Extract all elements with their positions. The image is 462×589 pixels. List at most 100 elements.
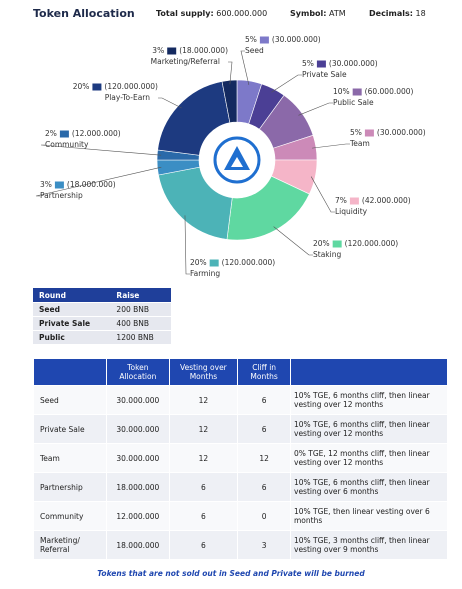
pie-label: 5% (30.000.000) Team (349, 128, 426, 148)
symbol-label: Symbol: (290, 9, 327, 18)
amount-label: (120.000.000) (222, 258, 276, 267)
row: Team 30.000.000 12 12 0% TGE, 12 months clif… (32, 443, 448, 473)
row: Seed 200 BNB (33, 302, 171, 317)
chart: 5% (30.000.000) Seed 5% (30.000.000) Private … (35, 35, 426, 278)
value-label: 7% (335, 196, 347, 205)
header-cell (32, 358, 108, 386)
header-cell: Token Allocation (106, 358, 170, 386)
amount-label: (42.000.000) (362, 196, 411, 205)
category-label: Team (349, 139, 370, 148)
cell: 6 (237, 414, 291, 444)
amount-label: (30.000.000) (377, 128, 426, 137)
value-label: 5% (302, 59, 314, 68)
header: Token Allocation Total supply: 600.000.0… (33, 7, 453, 23)
symbol-value: ATM (329, 9, 346, 18)
amount-label: (18.000.000) (179, 46, 228, 55)
category-label: Farming (190, 269, 220, 278)
value-label: 20% (73, 82, 90, 91)
cell: 6 (237, 472, 291, 502)
row: Partnership 18.000.000 6 6 10% TGE, 6 months… (32, 472, 448, 502)
leader-line (240, 50, 250, 86)
cell: 3 (237, 530, 291, 560)
leader-line (40, 144, 162, 156)
value-label: 5% (350, 128, 362, 137)
category-label: Private Sale (302, 70, 347, 79)
cell: 12 (237, 443, 291, 473)
pie-label: 20% (120.000.000) Staking (313, 239, 398, 259)
leader-line (312, 143, 350, 149)
pie-label: 3% (18.000.000) Partnership (40, 180, 116, 200)
cell: 6 (168, 530, 239, 560)
amount-label: (120.000.000) (104, 82, 158, 91)
legend-swatch (209, 259, 219, 267)
pie-label: 5% (30.000.000) Seed (245, 35, 321, 55)
value-label: 3% (152, 46, 164, 55)
cell: 18.000.000 (106, 530, 170, 560)
cell: 30.000.000 (106, 414, 170, 444)
supply-value: 600.000.000 (216, 9, 268, 18)
cell: 10% TGE, 3 months cliff, then linear ves… (290, 530, 448, 560)
amount-label: (30.000.000) (272, 35, 321, 44)
cell: 6 (168, 472, 239, 502)
legend-swatch (349, 197, 359, 205)
leader-line (273, 226, 313, 256)
header-cell: Raise (110, 288, 171, 303)
cell: 10% TGE, 6 months cliff, then linear ves… (290, 472, 448, 502)
symbol: Symbol: ATM (290, 9, 346, 18)
category-label: Staking (313, 250, 341, 259)
cell: Public (33, 330, 111, 344)
cell: Community (32, 501, 108, 531)
header-cell (290, 358, 448, 386)
leader-line (271, 74, 302, 93)
cell: Partnership (32, 472, 108, 502)
cell: 12 (168, 443, 239, 473)
row: Seed 30.000.000 12 6 10% TGE, 6 months cliff… (32, 385, 448, 415)
pie-label: 5% (30.000.000) Private Sale (302, 59, 378, 79)
row: Community 12.000.000 6 0 10% TGE, then linea… (32, 501, 448, 531)
cell: 10% TGE, 6 months cliff, then linear ves… (290, 385, 448, 415)
legend-swatch (259, 36, 269, 44)
legend-swatch (352, 88, 362, 96)
value-label: 5% (245, 35, 257, 44)
header-cell: Vesting over Months (168, 358, 239, 386)
cell: 10% TGE, then linear vesting over 6 mont… (290, 501, 448, 531)
header-cell: Cliff in Months (237, 358, 291, 386)
amount-label: (60.000.000) (365, 87, 414, 96)
cell: 12.000.000 (106, 501, 170, 531)
cell: 6 (168, 501, 239, 531)
cell: 400 BNB (110, 316, 171, 331)
cell: 0 (237, 501, 291, 531)
legend-swatch (167, 47, 177, 55)
value-label: 20% (313, 239, 330, 248)
amount-label: (30.000.000) (329, 59, 378, 68)
cell: 30.000.000 (106, 443, 170, 473)
pie-label: (18.000.000) 3% Marketing/Referral (151, 46, 228, 66)
footnote: Tokens that are not sold out in Seed and… (97, 569, 365, 578)
leader-line (158, 97, 182, 109)
cell: 1200 BNB (110, 330, 171, 344)
leader-line (35, 166, 162, 197)
cell: 12 (168, 414, 239, 444)
legend-swatch (364, 129, 374, 137)
pie-label: 7% (42.000.000) Liquidity (335, 196, 411, 216)
cell: 12 (168, 385, 239, 415)
row: Private Sale 400 BNB (33, 316, 171, 331)
category-label: Seed (245, 46, 264, 55)
cell: Private Sale (32, 414, 108, 444)
category-label: Partnership (40, 191, 83, 200)
logo (201, 124, 273, 196)
supply-label: Total supply: (156, 9, 214, 18)
value-label: 20% (190, 258, 207, 267)
pie-label: 2% (12.000.000) Community (45, 129, 121, 149)
supply: Total supply: 600.000.000 (156, 9, 267, 18)
cell: 30.000.000 (106, 385, 170, 415)
cell: Private Sale (33, 316, 111, 331)
category-label: Liquidity (335, 207, 368, 216)
category-label: Community (45, 140, 89, 149)
amount-label: (12.000.000) (72, 129, 121, 138)
vesting-table: Token Allocation Vesting over Months Cliff… (32, 358, 448, 560)
decimals-value: 18 (415, 9, 426, 18)
pie-slice (221, 79, 238, 124)
legend-swatch (92, 83, 102, 91)
cell: 200 BNB (110, 302, 171, 317)
